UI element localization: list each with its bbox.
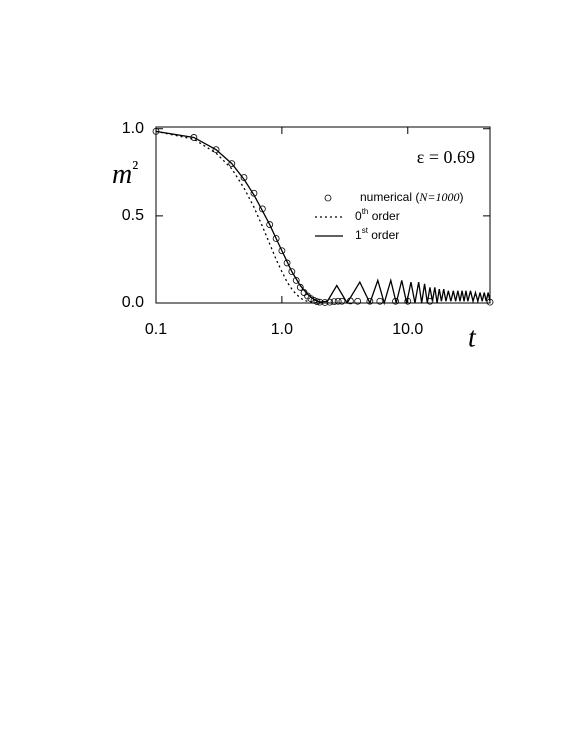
data-point bbox=[288, 268, 296, 276]
series-line bbox=[155, 130, 320, 304]
data-point bbox=[212, 146, 220, 154]
data-point bbox=[330, 298, 338, 306]
data-point bbox=[228, 160, 236, 167]
y-tick-label: 0.5 bbox=[122, 207, 144, 224]
data-point bbox=[283, 259, 291, 267]
data-point bbox=[326, 298, 334, 306]
data-point bbox=[240, 174, 248, 181]
x-axis-label: t bbox=[468, 322, 477, 353]
x-tick-label: 1.0 bbox=[271, 321, 293, 338]
data-point bbox=[266, 221, 274, 228]
annotation: ε = 0.69 bbox=[417, 147, 475, 167]
data-point bbox=[272, 235, 280, 242]
y-tick-label: 0.0 bbox=[122, 294, 144, 311]
data-point bbox=[292, 276, 300, 284]
y-tick-label: 1.0 bbox=[122, 120, 144, 137]
legend-marker bbox=[324, 194, 332, 202]
x-tick-label: 10.0 bbox=[392, 321, 423, 338]
data-point bbox=[278, 247, 286, 255]
data-point bbox=[354, 297, 362, 305]
series-line bbox=[155, 130, 491, 306]
y-axis-label: m² bbox=[112, 157, 138, 191]
data-point bbox=[334, 297, 342, 305]
legend-label: 0th order bbox=[355, 207, 400, 223]
x-tick-label: 0.1 bbox=[145, 321, 167, 338]
data-point bbox=[338, 297, 346, 305]
legend-label: 1st order bbox=[355, 226, 399, 242]
legend-label: numerical (N=1000) bbox=[360, 190, 463, 204]
data-point bbox=[376, 297, 384, 305]
